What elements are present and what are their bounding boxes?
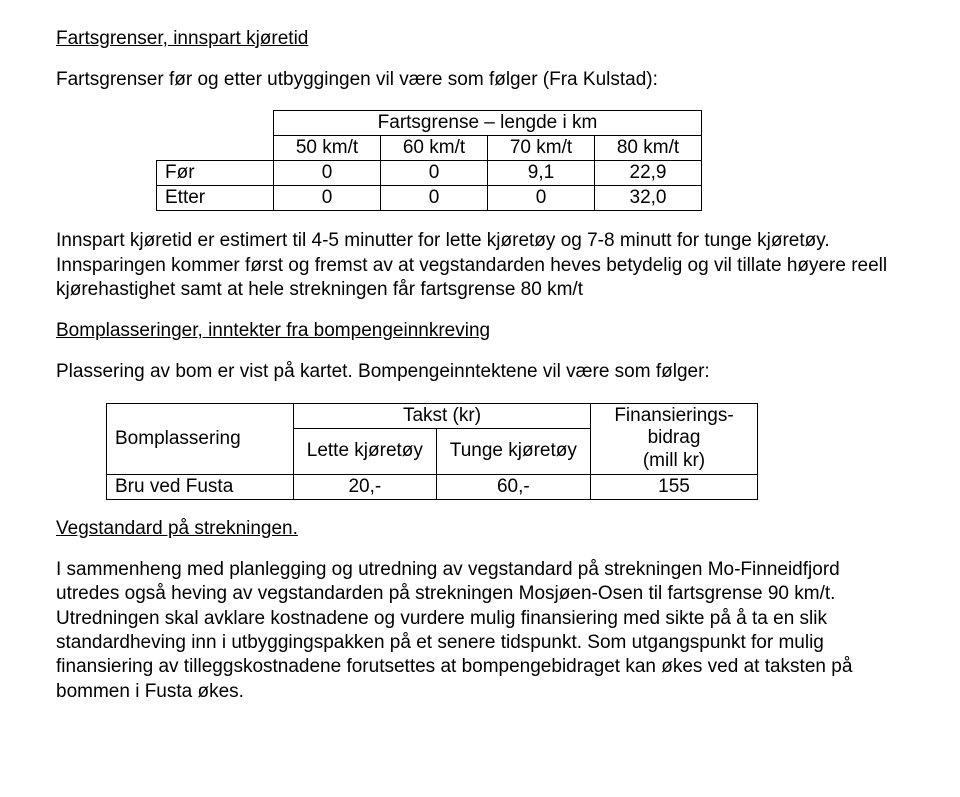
table2-row-fin: 155 xyxy=(591,474,758,499)
table2-h-tunge: Tunge kjøretøy xyxy=(436,428,590,474)
table-fartsgrense: Fartsgrense – lengde i km 50 km/t 60 km/… xyxy=(156,110,702,211)
table1-col-3: 80 km/t xyxy=(595,136,702,161)
para-innspart: Innspart kjøretid er estimert til 4-5 mi… xyxy=(56,229,904,302)
table2-row-lette: 20,- xyxy=(294,474,437,499)
table2-h-lette: Lette kjøretøy xyxy=(294,428,437,474)
table-row: Etter 0 0 0 32,0 xyxy=(157,186,702,211)
table1-row1-label: Etter xyxy=(157,186,274,211)
table2-h-takst: Takst (kr) xyxy=(294,403,591,428)
table1-cell: 0 xyxy=(381,161,488,186)
table1-cell: 0 xyxy=(274,161,381,186)
heading-fartsgrenser: Fartsgrenser, innspart kjøretid xyxy=(56,28,904,50)
table1-cell: 0 xyxy=(488,186,595,211)
table1-cell: 0 xyxy=(381,186,488,211)
table1-cell: 0 xyxy=(274,186,381,211)
table2-h-bomplassering: Bomplassering xyxy=(107,403,294,474)
table2-h-fin1: Finansierings- xyxy=(614,405,733,426)
table1-col-0: 50 km/t xyxy=(274,136,381,161)
heading-vegstandard: Vegstandard på strekningen. xyxy=(56,518,904,540)
table-row: Før 0 0 9,1 22,9 xyxy=(157,161,702,186)
para-intro-1: Fartsgrenser før og etter utbyggingen vi… xyxy=(56,68,904,92)
table2-h-fin3: (mill kr) xyxy=(643,450,705,471)
table1-cell: 22,9 xyxy=(595,161,702,186)
table-row: Bru ved Fusta 20,- 60,- 155 xyxy=(107,474,758,499)
table1-header-span: Fartsgrense – lengde i km xyxy=(274,111,702,136)
para-vegstandard: I sammenheng med planlegging og utrednin… xyxy=(56,558,904,704)
document-page: Fartsgrenser, innspart kjøretid Fartsgre… xyxy=(0,0,960,762)
table1-cell: 9,1 xyxy=(488,161,595,186)
table2-h-fin2: bidrag xyxy=(648,427,701,448)
para-plassering: Plassering av bom er vist på kartet. Bom… xyxy=(56,360,904,384)
table1-col-1: 60 km/t xyxy=(381,136,488,161)
table1-row0-label: Før xyxy=(157,161,274,186)
table2-row-label: Bru ved Fusta xyxy=(107,474,294,499)
table1-cell: 32,0 xyxy=(595,186,702,211)
table1-col-2: 70 km/t xyxy=(488,136,595,161)
table2-row-tunge: 60,- xyxy=(436,474,590,499)
table-bompenger: Bomplassering Takst (kr) Finansierings- … xyxy=(106,403,758,500)
heading-bomplasseringer: Bomplasseringer, inntekter fra bompengei… xyxy=(56,320,904,342)
